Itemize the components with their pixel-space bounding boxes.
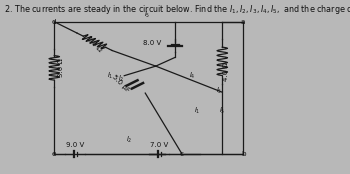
Text: $I_1$: $I_1$ xyxy=(195,105,201,116)
Text: 2.0 Ω: 2.0 Ω xyxy=(86,36,103,53)
Text: 5.0 μF: 5.0 μF xyxy=(111,74,131,93)
Text: $I_5$: $I_5$ xyxy=(144,10,150,20)
Text: 7.0 V: 7.0 V xyxy=(150,142,168,148)
Text: a: a xyxy=(241,19,245,25)
Text: $I_1$: $I_1$ xyxy=(107,71,113,81)
Text: b: b xyxy=(241,151,246,157)
Text: 4.0 Ω: 4.0 Ω xyxy=(223,62,229,81)
Text: 2. The currents are steady in the circuit below. Find the $I_1, I_2, I_3, I_4, I: 2. The currents are steady in the circui… xyxy=(4,3,350,16)
Text: $I_2$: $I_2$ xyxy=(126,135,133,145)
Text: e: e xyxy=(52,151,56,157)
Text: $I_2$: $I_2$ xyxy=(118,74,124,84)
Text: d: d xyxy=(52,19,57,25)
Text: $I_5$: $I_5$ xyxy=(216,85,222,96)
Text: 9.0 V: 9.0 V xyxy=(66,142,84,148)
Text: 8.0 V: 8.0 V xyxy=(143,40,161,46)
Text: c: c xyxy=(180,151,184,157)
Text: $I_4$: $I_4$ xyxy=(189,71,196,81)
Text: 3.0 Ω: 3.0 Ω xyxy=(58,58,64,77)
Text: $I_5$: $I_5$ xyxy=(219,105,225,116)
